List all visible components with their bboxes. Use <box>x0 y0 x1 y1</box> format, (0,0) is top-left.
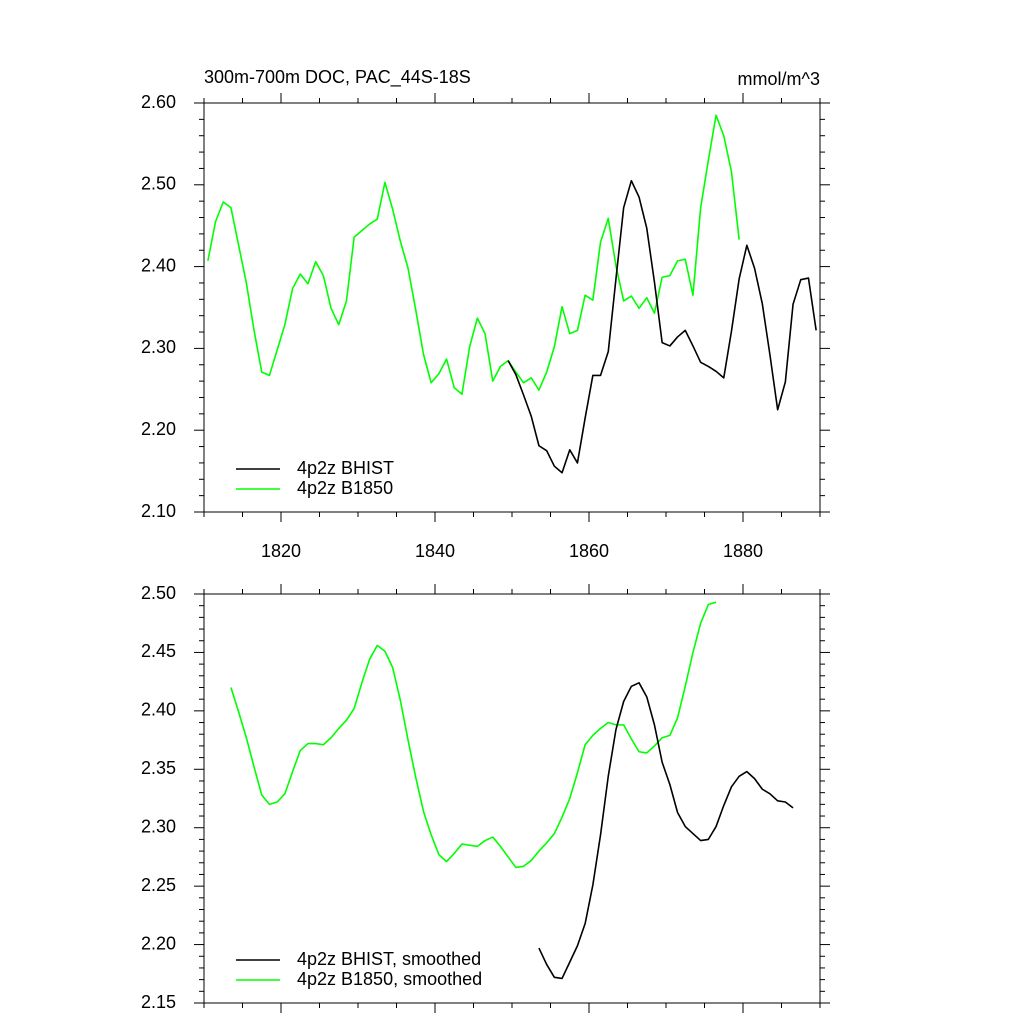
x-tick-label: 1820 <box>261 541 301 561</box>
legend-label: 4p2z B1850, smoothed <box>297 969 482 989</box>
plot-frame <box>203 102 821 513</box>
y-tick-label: 2.40 <box>141 255 176 275</box>
x-tick-label: 1880 <box>723 541 763 561</box>
units-label: mmol/m^3 <box>738 69 820 89</box>
x-tick-label: 1860 <box>569 541 609 561</box>
legend-label: 4p2z BHIST <box>297 458 394 478</box>
plot-frame <box>203 593 821 1004</box>
series-line <box>207 114 740 396</box>
x-tick-label: 1840 <box>415 541 455 561</box>
y-tick-label: 2.40 <box>141 700 176 720</box>
legend-label: 4p2z BHIST, smoothed <box>297 949 481 969</box>
y-tick-label: 2.45 <box>141 641 176 661</box>
series-line <box>230 601 717 869</box>
series-line <box>507 179 817 474</box>
y-tick-label: 2.50 <box>141 174 176 194</box>
y-tick-label: 2.60 <box>141 92 176 112</box>
y-tick-label: 2.50 <box>141 583 176 603</box>
y-tick-label: 2.30 <box>141 337 176 357</box>
y-tick-label: 2.35 <box>141 758 176 778</box>
y-tick-label: 2.25 <box>141 875 176 895</box>
y-tick-label: 2.15 <box>141 992 176 1012</box>
y-tick-label: 2.30 <box>141 816 176 836</box>
chart-title: 300m-700m DOC, PAC_44S-18S <box>204 67 471 88</box>
y-tick-label: 2.20 <box>141 933 176 953</box>
series-line <box>538 682 794 980</box>
legend-label: 4p2z B1850 <box>297 478 393 498</box>
y-tick-label: 2.10 <box>141 501 176 521</box>
y-tick-label: 2.20 <box>141 419 176 439</box>
